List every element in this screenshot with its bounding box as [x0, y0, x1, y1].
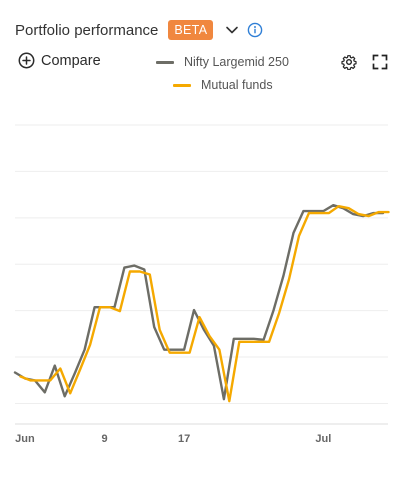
- x-tick-label: Jul: [315, 433, 331, 445]
- legend-swatch-nifty: [156, 60, 174, 64]
- chart-gridlines: [15, 124, 388, 404]
- series-line-nifty-largemid-250: [13, 203, 385, 401]
- x-axis-ticks: Jun 9 17 Jul: [15, 433, 331, 445]
- page-title: Portfolio performance: [15, 21, 159, 39]
- fullscreen-icon[interactable]: [372, 54, 388, 70]
- x-tick-label: 17: [178, 433, 190, 445]
- chevron-down-icon[interactable]: [225, 23, 239, 37]
- x-tick-label: 9: [101, 433, 107, 445]
- legend-label-mutual-funds: Mutual funds: [201, 78, 273, 92]
- compare-label: Compare: [41, 52, 101, 69]
- gear-icon[interactable]: [341, 54, 357, 71]
- compare-button[interactable]: Compare: [18, 52, 101, 69]
- legend-label-nifty: Nifty Largemid 250: [184, 55, 289, 69]
- beta-badge: BETA: [168, 20, 214, 40]
- legend-item-nifty[interactable]: Nifty Largemid 250: [156, 51, 289, 73]
- series-line-mutual-funds: [19, 204, 390, 403]
- chart-legend: Nifty Largemid 250 Mutual funds: [156, 51, 289, 96]
- legend-item-mutual-funds[interactable]: Mutual funds: [173, 74, 289, 96]
- x-tick-label: Jun: [15, 433, 35, 445]
- chart-header: Portfolio performance BETA: [15, 18, 263, 42]
- legend-swatch-mutual-funds: [173, 83, 191, 87]
- plus-circle-icon: [18, 52, 35, 69]
- info-icon[interactable]: [247, 22, 263, 38]
